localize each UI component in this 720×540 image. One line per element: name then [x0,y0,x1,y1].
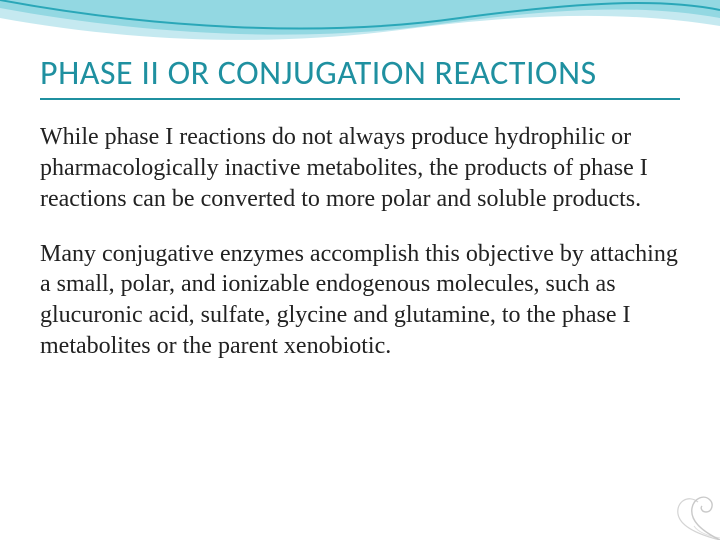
slide-container: PHASE II OR CONJUGATION REACTIONS While … [0,0,720,540]
paragraph-1: While phase I reactions do not always pr… [40,122,680,214]
paragraph-2: Many conjugative enzymes accomplish this… [40,239,680,362]
slide-body: While phase I reactions do not always pr… [40,122,680,361]
slide-title: PHASE II OR CONJUGATION REACTIONS [40,55,680,100]
